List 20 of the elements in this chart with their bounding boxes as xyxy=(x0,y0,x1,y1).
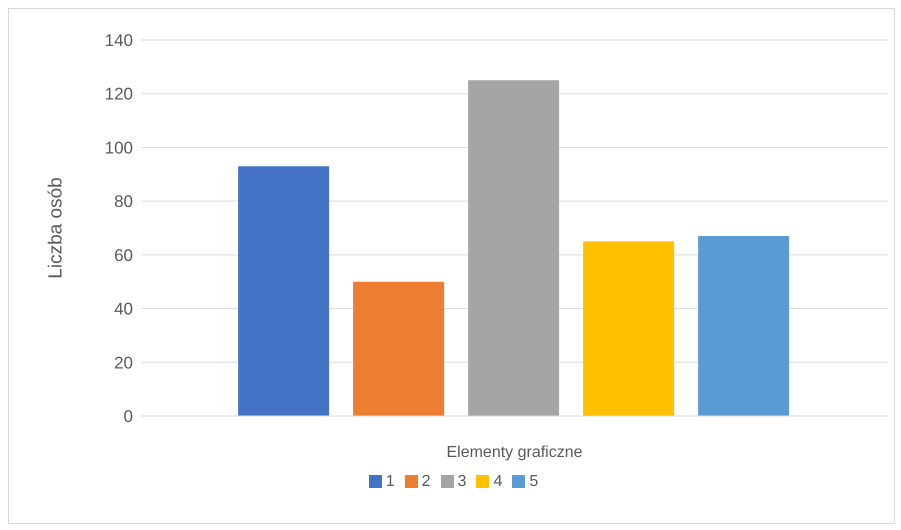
y-tick-label: 80 xyxy=(114,192,133,212)
y-axis-title: Liczba osób xyxy=(46,177,67,279)
bar xyxy=(583,241,674,416)
bar xyxy=(698,236,790,416)
bar xyxy=(353,282,444,416)
bar xyxy=(468,80,560,416)
legend-label: 5 xyxy=(529,473,538,490)
legend-label: 3 xyxy=(458,473,466,490)
bar xyxy=(238,166,330,416)
legend-label: 1 xyxy=(386,473,395,490)
legend-label: 4 xyxy=(493,473,502,490)
y-tick-label: 20 xyxy=(114,353,133,372)
y-tick-label: 120 xyxy=(104,84,133,104)
y-tick-label: 0 xyxy=(124,407,133,426)
x-axis-title: Elementy graficzne xyxy=(446,444,583,461)
legend-label: 2 xyxy=(422,473,431,490)
y-tick-label: 60 xyxy=(114,246,133,265)
y-tick-label: 100 xyxy=(104,138,133,158)
y-tick-label: 140 xyxy=(104,31,133,50)
y-tick-label: 40 xyxy=(114,300,133,319)
